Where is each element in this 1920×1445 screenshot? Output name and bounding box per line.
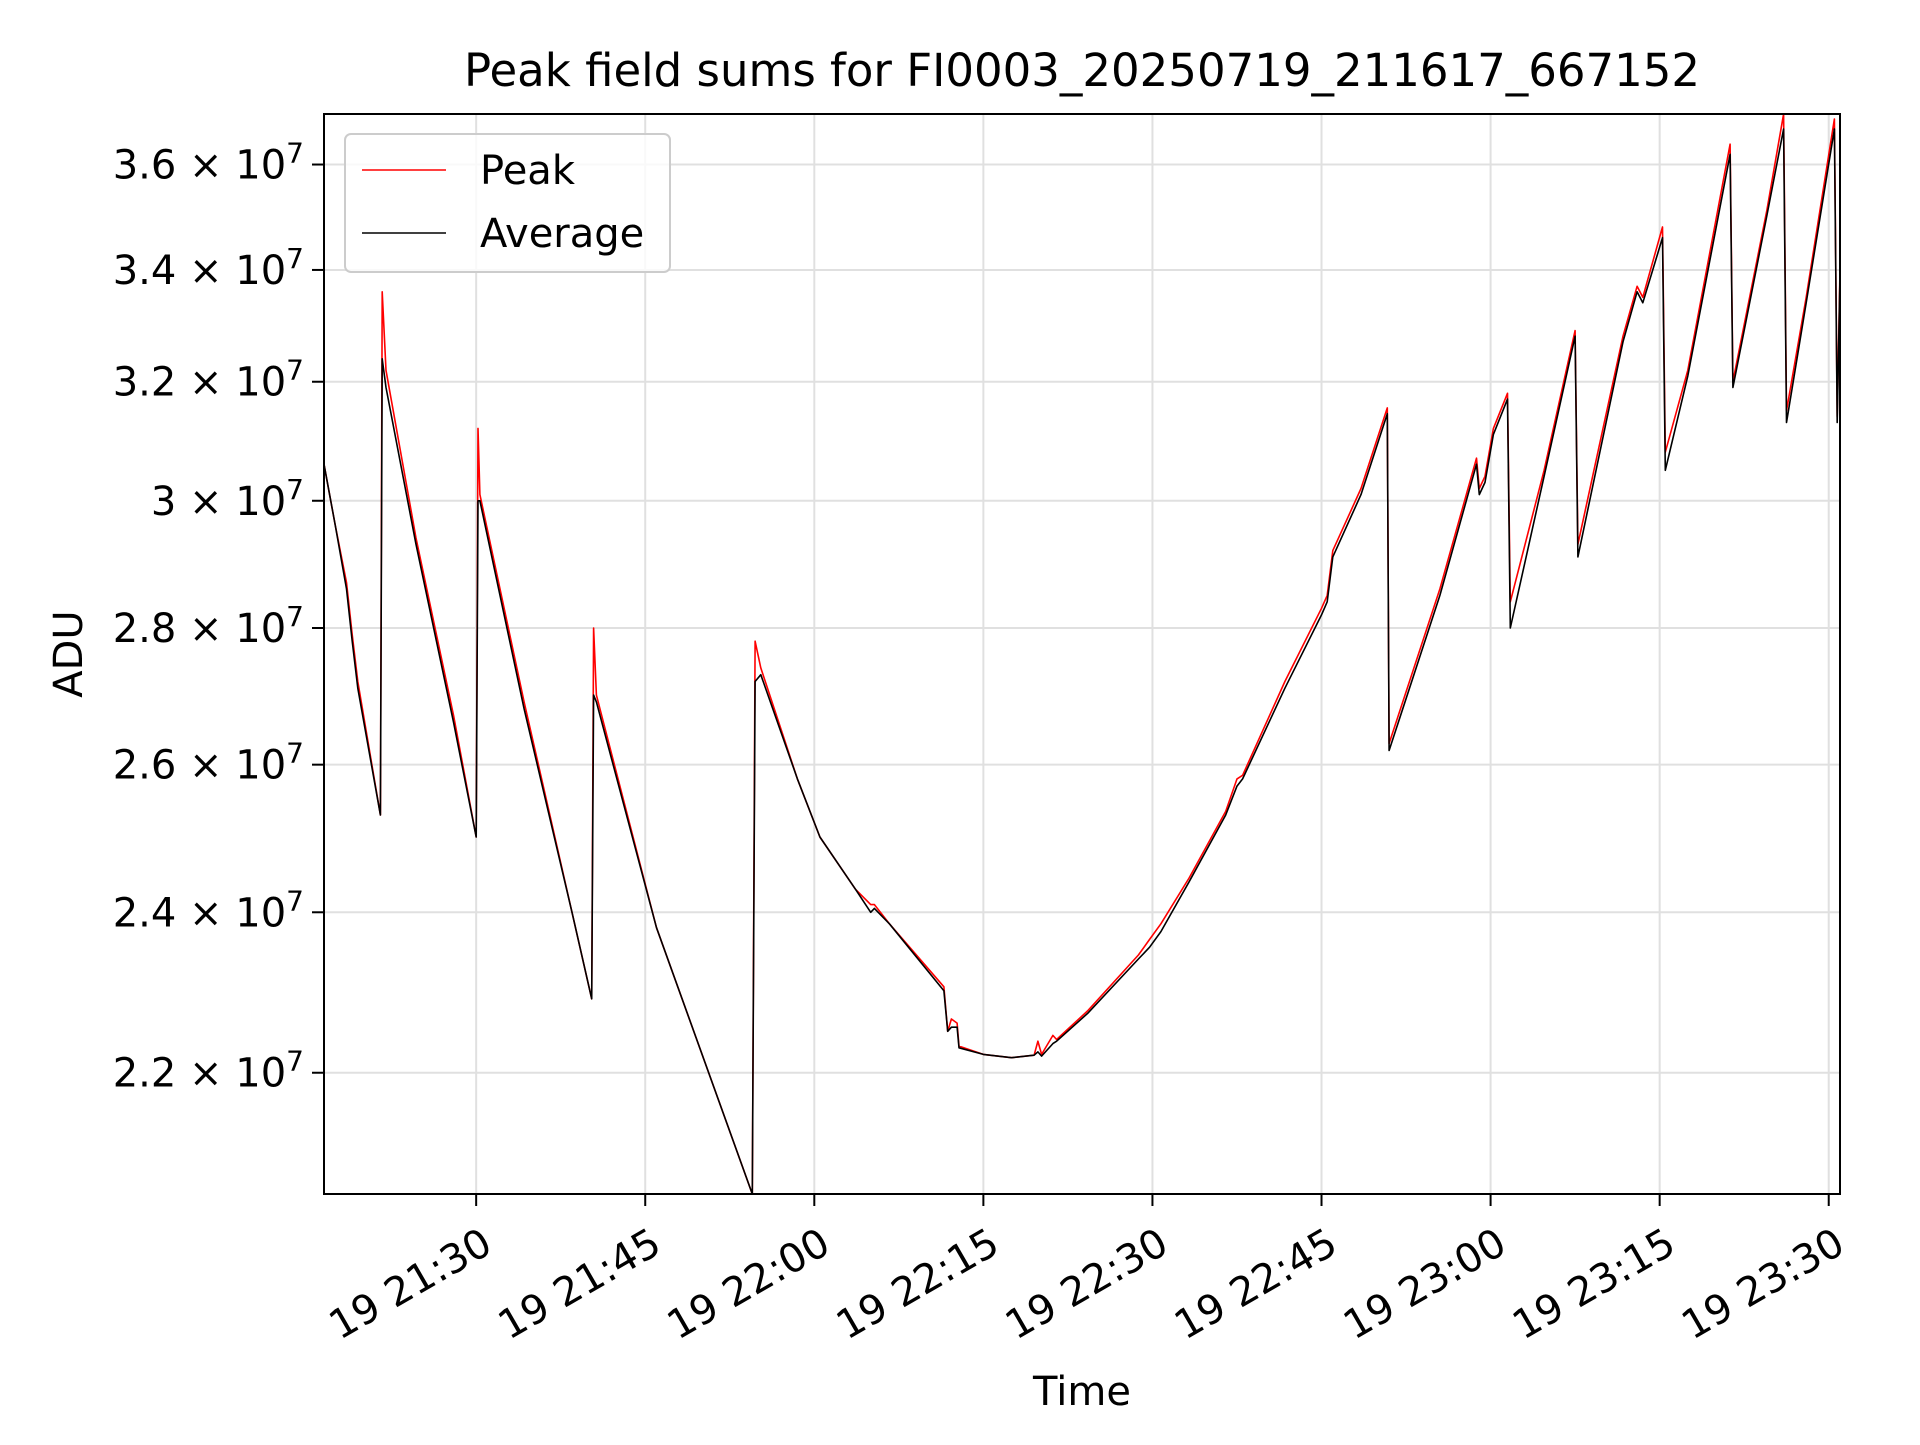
series-line-average xyxy=(324,128,1840,1194)
y-tick-label: 3.2 × 107 xyxy=(113,354,304,406)
legend-box xyxy=(344,133,671,273)
y-tick-exponent: 7 xyxy=(286,242,304,275)
y-tick-times: × xyxy=(176,360,235,406)
y-tick-label: 2.2 × 107 xyxy=(113,1045,304,1097)
x-axis-label: Time xyxy=(1032,1369,1131,1415)
y-tick-label: 3.6 × 107 xyxy=(113,137,304,189)
y-tick-exponent: 7 xyxy=(286,473,304,506)
y-tick-label: 2.8 × 107 xyxy=(113,600,304,652)
y-tick-times: × xyxy=(176,248,235,294)
y-tick-label: 2.6 × 107 xyxy=(113,737,304,789)
chart-title: Peak field sums for FI0003_20250719_2116… xyxy=(464,44,1700,97)
y-tick-exponent: 7 xyxy=(286,600,304,633)
y-tick-exponent: 7 xyxy=(286,1045,304,1078)
y-tick-times: × xyxy=(176,606,235,652)
y-tick-label: 3 × 107 xyxy=(151,473,304,525)
y-tick-exponent: 7 xyxy=(286,884,304,917)
legend-label-peak: Peak xyxy=(480,148,576,194)
y-tick-base: 10 xyxy=(235,143,286,189)
y-axis-label: ADU xyxy=(46,610,92,697)
legend: Peak Average xyxy=(344,133,671,273)
y-tick-mantissa: 2.2 xyxy=(113,1051,177,1097)
y-tick-mantissa: 3.4 xyxy=(113,248,177,294)
y-tick-mantissa: 2.4 xyxy=(113,890,177,936)
series-line-peak xyxy=(324,114,1840,1194)
y-tick-times: × xyxy=(176,479,235,525)
plot-area-frame xyxy=(323,113,1841,1195)
y-tick-base: 10 xyxy=(235,743,286,789)
legend-label-average: Average xyxy=(480,211,644,257)
y-tick-base: 10 xyxy=(235,606,286,652)
y-tick-exponent: 7 xyxy=(286,354,304,387)
y-tick-label: 3.4 × 107 xyxy=(113,242,304,294)
y-tick-exponent: 7 xyxy=(286,737,304,770)
y-tick-times: × xyxy=(176,743,235,789)
plot-series xyxy=(324,114,1840,1194)
y-tick-exponent: 7 xyxy=(286,137,304,170)
y-tick-times: × xyxy=(176,143,235,189)
y-tick-base: 10 xyxy=(235,890,286,936)
y-tick-base: 10 xyxy=(235,1051,286,1097)
y-tick-base: 10 xyxy=(235,360,286,406)
y-tick-times: × xyxy=(176,1051,235,1097)
y-tick-base: 10 xyxy=(235,479,286,525)
y-tick-mantissa: 3.6 xyxy=(113,143,177,189)
y-tick-mantissa: 2.6 xyxy=(113,743,177,789)
y-tick-base: 10 xyxy=(235,248,286,294)
y-tick-label: 2.4 × 107 xyxy=(113,884,304,936)
y-tick-mantissa: 3.2 xyxy=(113,360,177,406)
y-tick-mantissa: 2.8 xyxy=(113,606,177,652)
y-tick-mantissa: 3 xyxy=(151,479,176,525)
y-tick-times: × xyxy=(176,890,235,936)
